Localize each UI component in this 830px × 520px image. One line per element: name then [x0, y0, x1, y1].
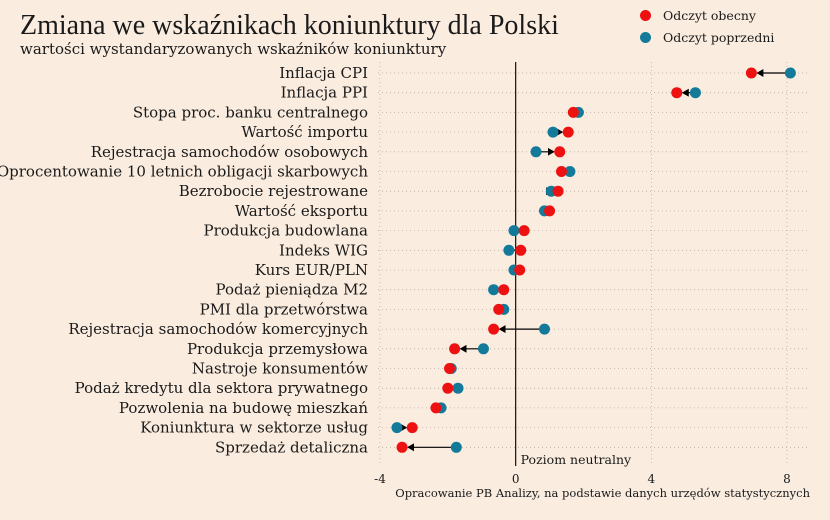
current-dot	[515, 244, 527, 256]
current-dot	[554, 146, 566, 158]
legend-marker-current	[640, 9, 651, 21]
category-label: Oprocentowanie 10 letnich obligacji skar…	[0, 163, 368, 181]
neutral-line-label: Poziom neutralny	[521, 452, 632, 467]
legend-item-previous: Odczyt poprzedni	[640, 26, 774, 48]
category-label: Inflacja CPI	[279, 64, 368, 82]
previous-dot	[689, 87, 701, 99]
previous-dot	[488, 284, 500, 296]
category-label: Rejestracja samochodów komercyjnych	[68, 320, 368, 338]
previous-dot	[564, 166, 576, 177]
current-dot	[442, 382, 454, 394]
category-label: Podaż kredytu dla sektora prywatnego	[75, 379, 368, 397]
chart-subtitle: wartości wystandaryzowanych wskaźników k…	[20, 40, 447, 58]
current-dot	[498, 284, 510, 296]
category-label: Bezrobocie rejestrowane	[179, 182, 368, 200]
x-tick-label: 8	[783, 472, 791, 486]
previous-dot	[538, 323, 550, 335]
previous-dot	[784, 67, 796, 79]
current-dot	[544, 205, 556, 217]
legend-item-current: Odczyt obecny	[640, 4, 774, 26]
current-dot	[514, 264, 526, 276]
current-dot	[562, 126, 574, 138]
current-dot	[555, 166, 567, 177]
category-label: PMI dla przetwórstwa	[200, 300, 368, 318]
category-label: Nastroje konsumentów	[192, 360, 368, 378]
current-dot	[745, 67, 757, 79]
current-dot	[671, 87, 683, 99]
category-label: Produkcja budowlana	[204, 222, 369, 240]
source-caption: Opracowanie PB Analizy, na podstawie dan…	[395, 486, 810, 500]
current-dot	[567, 106, 579, 118]
previous-dot	[508, 225, 520, 237]
legend: Odczyt obecny Odczyt poprzedni	[640, 4, 774, 48]
previous-dot	[452, 382, 464, 394]
category-label: Stopa proc. banku centralnego	[133, 103, 368, 121]
legend-label-current: Odczyt obecny	[663, 7, 756, 23]
category-label: Kurs EUR/PLN	[255, 261, 368, 279]
current-dot	[493, 303, 505, 315]
category-label: Indeks WIG	[279, 241, 368, 259]
x-tick-label: 4	[648, 472, 656, 486]
category-label: Sprzedaż detaliczna	[215, 438, 368, 456]
current-dot	[406, 422, 418, 434]
current-dot	[488, 323, 500, 335]
current-dot	[396, 441, 408, 453]
previous-dot	[450, 441, 462, 453]
legend-label-previous: Odczyt poprzedni	[663, 29, 775, 45]
current-dot	[430, 402, 442, 414]
current-dot	[444, 363, 456, 374]
category-label: Inflacja PPI	[281, 84, 368, 102]
x-tick-label: -4	[374, 472, 386, 486]
previous-dot	[547, 126, 559, 138]
previous-dot	[503, 244, 515, 256]
current-dot	[449, 343, 461, 355]
category-label: Wartość eksportu	[235, 202, 369, 220]
category-label: Wartość importu	[241, 123, 368, 141]
category-label: Podaż pieniądza M2	[215, 281, 368, 299]
current-dot	[552, 185, 564, 197]
current-dot	[518, 225, 530, 237]
previous-dot	[477, 343, 489, 355]
category-label: Koniunktura w sektorze usług	[140, 419, 368, 437]
x-tick-label: 0	[512, 472, 520, 486]
category-label: Rejestracja samochodów osobowych	[91, 143, 369, 161]
previous-dot	[391, 422, 403, 434]
category-label: Produkcja przemysłowa	[187, 340, 368, 358]
legend-marker-previous	[640, 31, 651, 43]
chart-title: Zmiana we wskaźnikach koniunktury dla Po…	[20, 10, 559, 41]
category-label: Pozwolenia na budowę mieszkań	[119, 399, 368, 417]
previous-dot	[530, 146, 542, 158]
